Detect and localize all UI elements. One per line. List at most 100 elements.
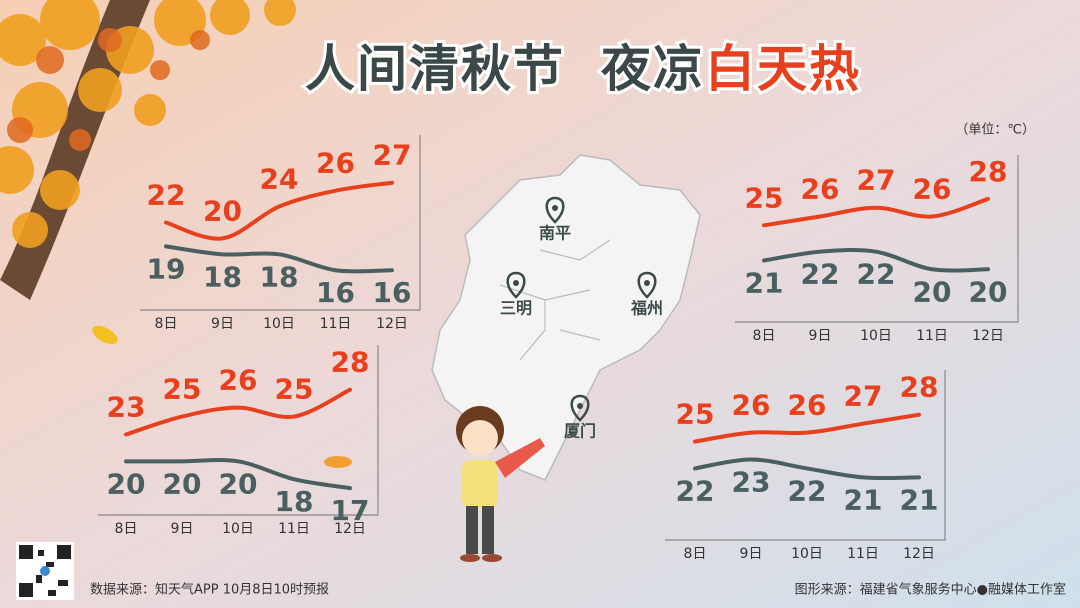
value-label: 26 [913, 173, 952, 206]
x-tick-label: 9日 [740, 546, 763, 562]
temp-line [124, 387, 352, 437]
map-pin-dot [644, 280, 650, 286]
x-tick-label: 8日 [753, 328, 776, 344]
value-label: 28 [331, 346, 370, 379]
value-label: 27 [844, 380, 883, 413]
x-tick-label: 12日 [376, 316, 408, 332]
value-label: 16 [316, 276, 355, 309]
value-label: 28 [900, 371, 939, 404]
x-tick-label: 9日 [211, 316, 234, 332]
city-label: 南平 [539, 224, 571, 243]
x-tick-label: 11日 [916, 328, 948, 344]
map-pin-dot [552, 205, 558, 211]
title: 人间清秋节 夜凉白天热 [305, 40, 861, 98]
map-pin [637, 271, 657, 299]
x-tick-label: 10日 [222, 521, 254, 537]
value-label: 20 [163, 467, 202, 500]
girl [456, 406, 545, 562]
chart-frame [98, 344, 379, 516]
credit: 图形来源：福建省气象服务中心●融媒体工作室 [795, 582, 1066, 598]
temp-line [693, 412, 921, 444]
value-label: 20 [219, 467, 258, 500]
value-label: 19 [147, 252, 186, 285]
mini-chart: 8日 9日 10日 11日 12日 22 20 24 26 27 19 18 18 16 16 [140, 134, 421, 332]
temp-line [693, 457, 921, 481]
city-label: 福州 [630, 299, 663, 318]
source: 数据来源：知天气APP 10月8日10时预报 [90, 582, 329, 598]
value-label: 26 [788, 389, 827, 422]
unit-label: （单位：℃） [955, 123, 1035, 138]
mini-chart: 8日 9日 10日 11日 12日 25 26 26 27 28 22 23 22 21 21 [665, 369, 946, 562]
value-label: 23 [107, 390, 146, 423]
map-pin [506, 271, 526, 299]
value-label: 20 [107, 467, 146, 500]
chart-frame [665, 369, 946, 541]
x-tick-label: 11日 [847, 546, 879, 562]
value-label: 22 [857, 258, 896, 291]
temp-line [164, 244, 394, 274]
value-label: 26 [219, 364, 258, 397]
value-label: 22 [147, 179, 186, 212]
value-label: 25 [745, 181, 784, 214]
tree [0, 0, 352, 468]
mini-chart: 8日 9日 10日 11日 12日 25 26 27 26 28 21 22 22 20 20 [735, 154, 1019, 344]
x-tick-label: 9日 [171, 521, 194, 537]
value-label: 18 [203, 260, 242, 293]
chart-frame [140, 134, 421, 311]
x-tick-label: 8日 [684, 546, 707, 562]
city-label: 厦门 [564, 422, 596, 441]
x-tick-label: 10日 [860, 328, 892, 344]
value-label: 22 [801, 258, 840, 291]
value-label: 26 [732, 389, 771, 422]
x-tick-label: 11日 [278, 521, 310, 537]
x-tick-label: 8日 [155, 316, 178, 332]
value-label: 24 [260, 163, 299, 196]
x-tick-label: 10日 [263, 316, 295, 332]
value-label: 18 [275, 485, 314, 518]
value-label: 21 [844, 483, 883, 516]
value-label: 25 [676, 398, 715, 431]
temp-line [762, 248, 990, 273]
map-pin [570, 394, 590, 422]
value-label: 16 [373, 276, 412, 309]
value-label: 20 [913, 275, 952, 308]
map-pin [545, 196, 565, 224]
x-tick-label: 11日 [320, 316, 352, 332]
qr-code [16, 542, 74, 600]
temp-line [124, 458, 352, 491]
value-label: 28 [969, 155, 1008, 188]
value-label: 20 [969, 275, 1008, 308]
x-tick-label: 12日 [972, 328, 1004, 344]
value-label: 27 [373, 139, 412, 172]
map [431, 154, 701, 481]
value-label: 25 [275, 373, 314, 406]
value-label: 27 [857, 164, 896, 197]
x-tick-label: 10日 [791, 546, 823, 562]
title-main: 人间清秋节 [305, 40, 565, 98]
title-sub: 夜凉 [600, 40, 705, 98]
value-label: 17 [331, 494, 370, 527]
temp-line [164, 180, 394, 241]
value-label: 26 [801, 173, 840, 206]
mini-chart: 8日 9日 10日 11日 12日 23 25 26 25 28 20 20 20 18 17 [98, 344, 379, 537]
title-highlight: 白天热 [705, 40, 861, 98]
value-label: 21 [900, 483, 939, 516]
chart-frame [735, 154, 1019, 323]
city-label: 三明 [500, 299, 532, 318]
value-label: 22 [676, 474, 715, 507]
map-pin-dot [577, 403, 583, 409]
map-pin-dot [513, 280, 519, 286]
value-label: 20 [203, 194, 242, 227]
value-label: 22 [788, 474, 827, 507]
value-label: 23 [732, 465, 771, 498]
value-label: 18 [260, 260, 299, 293]
value-label: 26 [316, 147, 355, 180]
x-tick-label: 12日 [903, 546, 935, 562]
x-tick-label: 12日 [334, 521, 366, 537]
temp-line [762, 196, 990, 228]
value-label: 25 [163, 373, 202, 406]
x-tick-label: 9日 [809, 328, 832, 344]
x-tick-label: 8日 [115, 521, 138, 537]
